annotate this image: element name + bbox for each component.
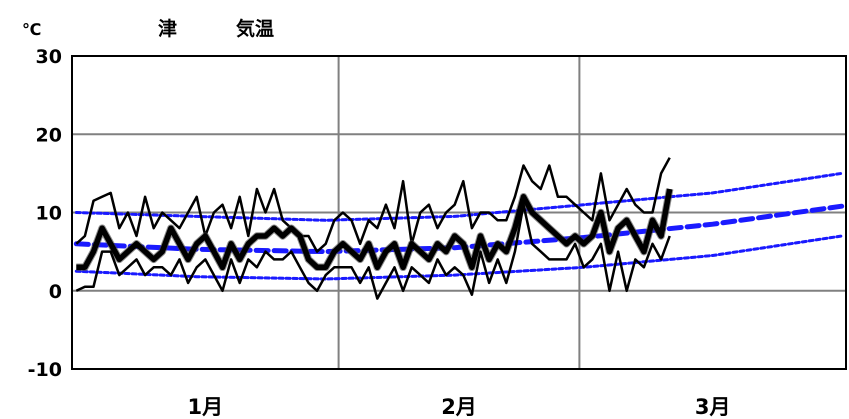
y-tick-labels: 30 20 10 0 -10 (28, 46, 62, 381)
unit-label: ℃ (22, 20, 41, 39)
y-tick-label: -10 (28, 359, 62, 381)
plot-frame (71, 55, 847, 370)
normal-high-line (74, 171, 844, 222)
month-label: 1月 (187, 395, 223, 419)
observed-lines (75, 157, 674, 300)
normal-lines (73, 171, 845, 281)
daily-min-line (75, 203, 671, 300)
month-label: 3月 (695, 395, 731, 419)
normal-low-line (74, 234, 844, 281)
y-tick-label: 30 (36, 46, 62, 68)
chart-title-element: 気温 (236, 17, 274, 40)
month-label: 2月 (441, 395, 477, 419)
y-tick-label: 0 (49, 281, 62, 303)
month-labels: 1月 2月 3月 (187, 395, 730, 419)
chart-title-station: 津 (158, 17, 177, 40)
daily-max-line (75, 157, 671, 253)
y-tick-label: 10 (36, 203, 62, 225)
daily-mean-line (76, 188, 673, 271)
y-tick-label: 20 (36, 124, 62, 146)
